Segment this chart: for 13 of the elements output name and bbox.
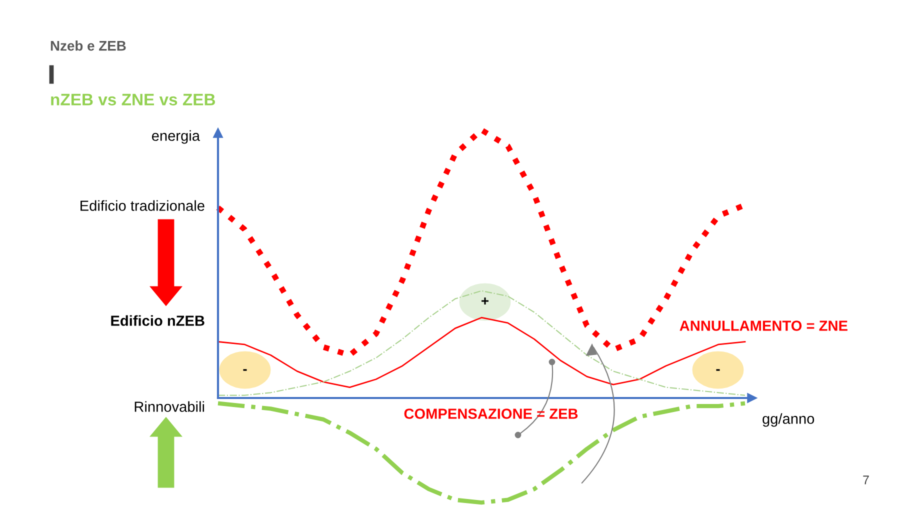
x-axis-title: gg/anno xyxy=(762,413,814,427)
annotation: - xyxy=(243,369,247,371)
annotation: + xyxy=(482,297,488,304)
chart-subtitle: nZEB vs ZNE vs ZEB xyxy=(51,94,216,106)
text: Nzeb e ZEB xyxy=(50,40,126,51)
annotation: COMPENSAZIONE = ZEB xyxy=(404,408,578,419)
text: Rinnovabili xyxy=(134,401,204,412)
text: Edificio nZEB xyxy=(111,315,204,326)
annotation: ANNULLAMENTO = ZNE xyxy=(680,320,848,331)
text: Edificio tradizionale xyxy=(80,200,204,211)
text: 7 xyxy=(863,476,869,484)
y-axis-title: energia xyxy=(152,130,200,144)
annotation: - xyxy=(716,369,720,371)
